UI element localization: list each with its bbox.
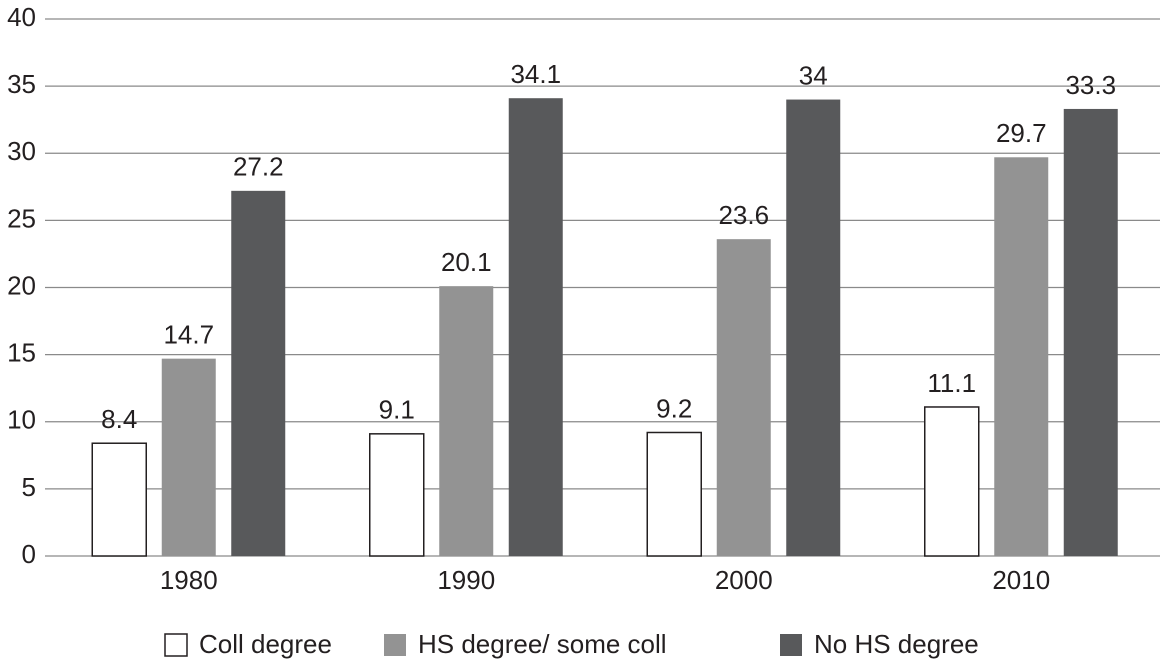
y-tick-label: 30: [7, 136, 36, 166]
x-tick-label: 2000: [715, 565, 773, 595]
x-tick-label: 1980: [160, 565, 218, 595]
bar: [994, 157, 1049, 556]
value-label: 34: [799, 60, 828, 90]
y-tick-label: 20: [7, 270, 36, 300]
bar: [369, 433, 425, 557]
value-label: 27.2: [233, 152, 284, 182]
bar: [646, 431, 702, 557]
value-label: 20.1: [441, 247, 492, 277]
value-label: 9.1: [379, 395, 415, 425]
legend-label: No HS degree: [814, 629, 979, 659]
x-tick-label: 1990: [437, 565, 495, 595]
x-tick-label: 2010: [992, 565, 1050, 595]
value-label: 34.1: [510, 59, 561, 89]
y-tick-label: 5: [22, 472, 36, 502]
legend-label: HS degree/ some coll: [418, 629, 667, 659]
y-tick-label: 40: [7, 2, 36, 32]
legend-label: Coll degree: [199, 629, 332, 659]
legend-swatch: [780, 634, 802, 656]
y-tick-label: 10: [7, 405, 36, 435]
value-label: 8.4: [101, 404, 137, 434]
bar: [91, 442, 147, 557]
value-label: 9.2: [656, 393, 692, 423]
value-label: 11.1: [927, 368, 976, 398]
bar: [716, 239, 771, 557]
legend-swatch: [164, 633, 188, 657]
y-tick-label: 35: [7, 69, 36, 99]
value-label: 14.7: [163, 320, 214, 350]
bar: [161, 358, 216, 556]
y-tick-label: 0: [22, 539, 36, 569]
bar: [508, 98, 563, 557]
bar: [786, 99, 841, 557]
bar: [924, 406, 980, 557]
y-tick-label: 25: [7, 203, 36, 233]
value-label: 29.7: [996, 118, 1047, 148]
legend-swatch: [384, 634, 406, 656]
value-label: 23.6: [718, 200, 769, 230]
value-label: 33.3: [1065, 70, 1116, 100]
bar: [1063, 108, 1118, 556]
y-tick-label: 15: [7, 338, 36, 368]
bar: [439, 286, 494, 556]
bar: [231, 190, 286, 556]
